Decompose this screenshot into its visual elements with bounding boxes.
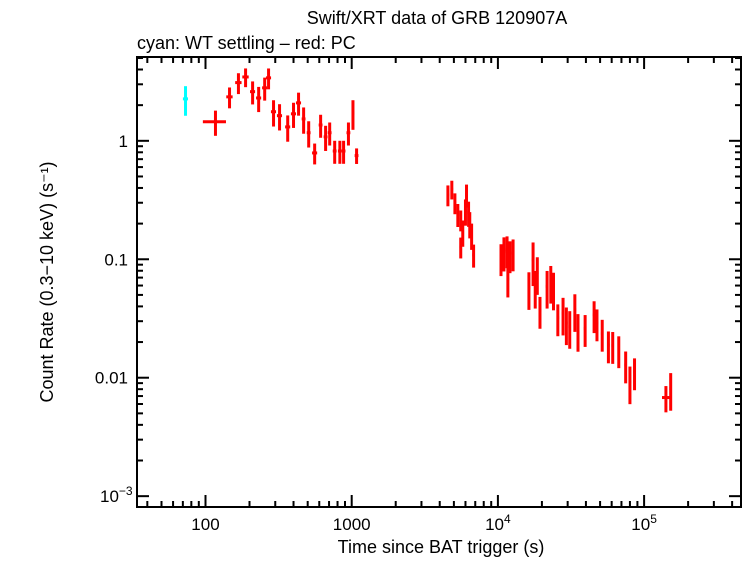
data-point [606, 331, 610, 364]
data-point [265, 68, 272, 90]
data-point [312, 143, 318, 165]
data-point [461, 220, 465, 247]
data-point [318, 114, 323, 138]
data-point [561, 297, 565, 336]
chart-title: Swift/XRT data of GRB 120907A [307, 8, 567, 28]
data-point [592, 301, 596, 334]
data-point [633, 358, 637, 391]
plot-frame [136, 56, 742, 508]
data-point [270, 100, 277, 127]
data-point [295, 92, 302, 116]
data-point [306, 121, 311, 148]
data-point [549, 265, 553, 304]
data-point [583, 315, 587, 347]
data-point [535, 257, 539, 295]
data-point [456, 203, 460, 228]
data-point [327, 122, 332, 146]
data-point [465, 184, 469, 208]
data-point [323, 125, 328, 151]
data-point [459, 237, 463, 259]
x-tick-label: 105 [631, 512, 657, 534]
data-point [595, 309, 599, 342]
data-point [202, 110, 226, 136]
data-point [459, 210, 463, 232]
data-point [290, 102, 297, 128]
data-point [511, 239, 515, 272]
data-point [337, 140, 342, 164]
data-point [564, 307, 568, 346]
data-point [242, 68, 249, 88]
data-point [611, 332, 615, 364]
data-point [551, 272, 555, 311]
data-point [472, 244, 476, 268]
y-tick-label: 10−3 [100, 484, 133, 506]
data-point [301, 107, 306, 134]
data-point [235, 73, 242, 95]
chart-subtitle: cyan: WT settling – red: PC [137, 33, 356, 53]
data-point [346, 122, 351, 146]
data-point [182, 86, 189, 116]
data-point [624, 351, 628, 384]
data-point [226, 87, 233, 109]
data-point [256, 86, 262, 113]
data-point [545, 270, 549, 309]
data-point [576, 314, 580, 352]
data-point [531, 242, 535, 287]
data-point [354, 148, 359, 164]
data-point [573, 294, 577, 332]
data-point [600, 319, 604, 352]
data-point [568, 311, 572, 349]
y-tick-label: 0.01 [95, 369, 128, 388]
data-point [538, 296, 542, 329]
data-point [276, 104, 283, 131]
data-point [661, 386, 670, 413]
data-points [182, 68, 673, 413]
data-point [628, 366, 632, 405]
data-point [446, 185, 450, 207]
data-point [262, 77, 268, 101]
data-point [527, 272, 531, 310]
data-point [332, 140, 337, 164]
data-point [250, 81, 256, 105]
y-tick-label: 1 [119, 132, 128, 151]
data-point [508, 241, 512, 274]
data-point [450, 180, 454, 200]
data-point [617, 336, 621, 369]
data-point [453, 193, 457, 215]
data-point [505, 236, 509, 269]
axis-ticks: 100 1000 104 105 1 0.1 0.01 10−3 [95, 57, 741, 534]
x-tick-label: 100 [191, 515, 219, 534]
data-point [470, 223, 474, 250]
x-tick-label: 1000 [333, 515, 371, 534]
x-axis-label: Time since BAT trigger (s) [338, 537, 545, 557]
data-point [499, 244, 503, 277]
data-point [351, 100, 355, 130]
data-point [502, 237, 506, 272]
data-point [285, 115, 291, 142]
x-tick-label: 104 [485, 512, 511, 534]
data-point [341, 140, 346, 164]
data-point [669, 373, 673, 411]
y-tick-label: 0.1 [104, 250, 128, 269]
data-point [556, 304, 560, 337]
data-point [506, 265, 510, 298]
y-axis-label: Count Rate (0.3−10 keV) (s⁻¹) [37, 161, 57, 402]
